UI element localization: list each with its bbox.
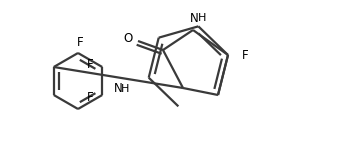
Text: N: N (113, 82, 122, 95)
Text: N: N (190, 12, 198, 24)
Text: H: H (120, 83, 129, 94)
Text: F: F (87, 58, 93, 71)
Text: F: F (77, 36, 83, 49)
Text: F: F (87, 90, 93, 104)
Text: H: H (198, 13, 206, 23)
Text: F: F (242, 49, 249, 61)
Text: O: O (124, 32, 133, 45)
